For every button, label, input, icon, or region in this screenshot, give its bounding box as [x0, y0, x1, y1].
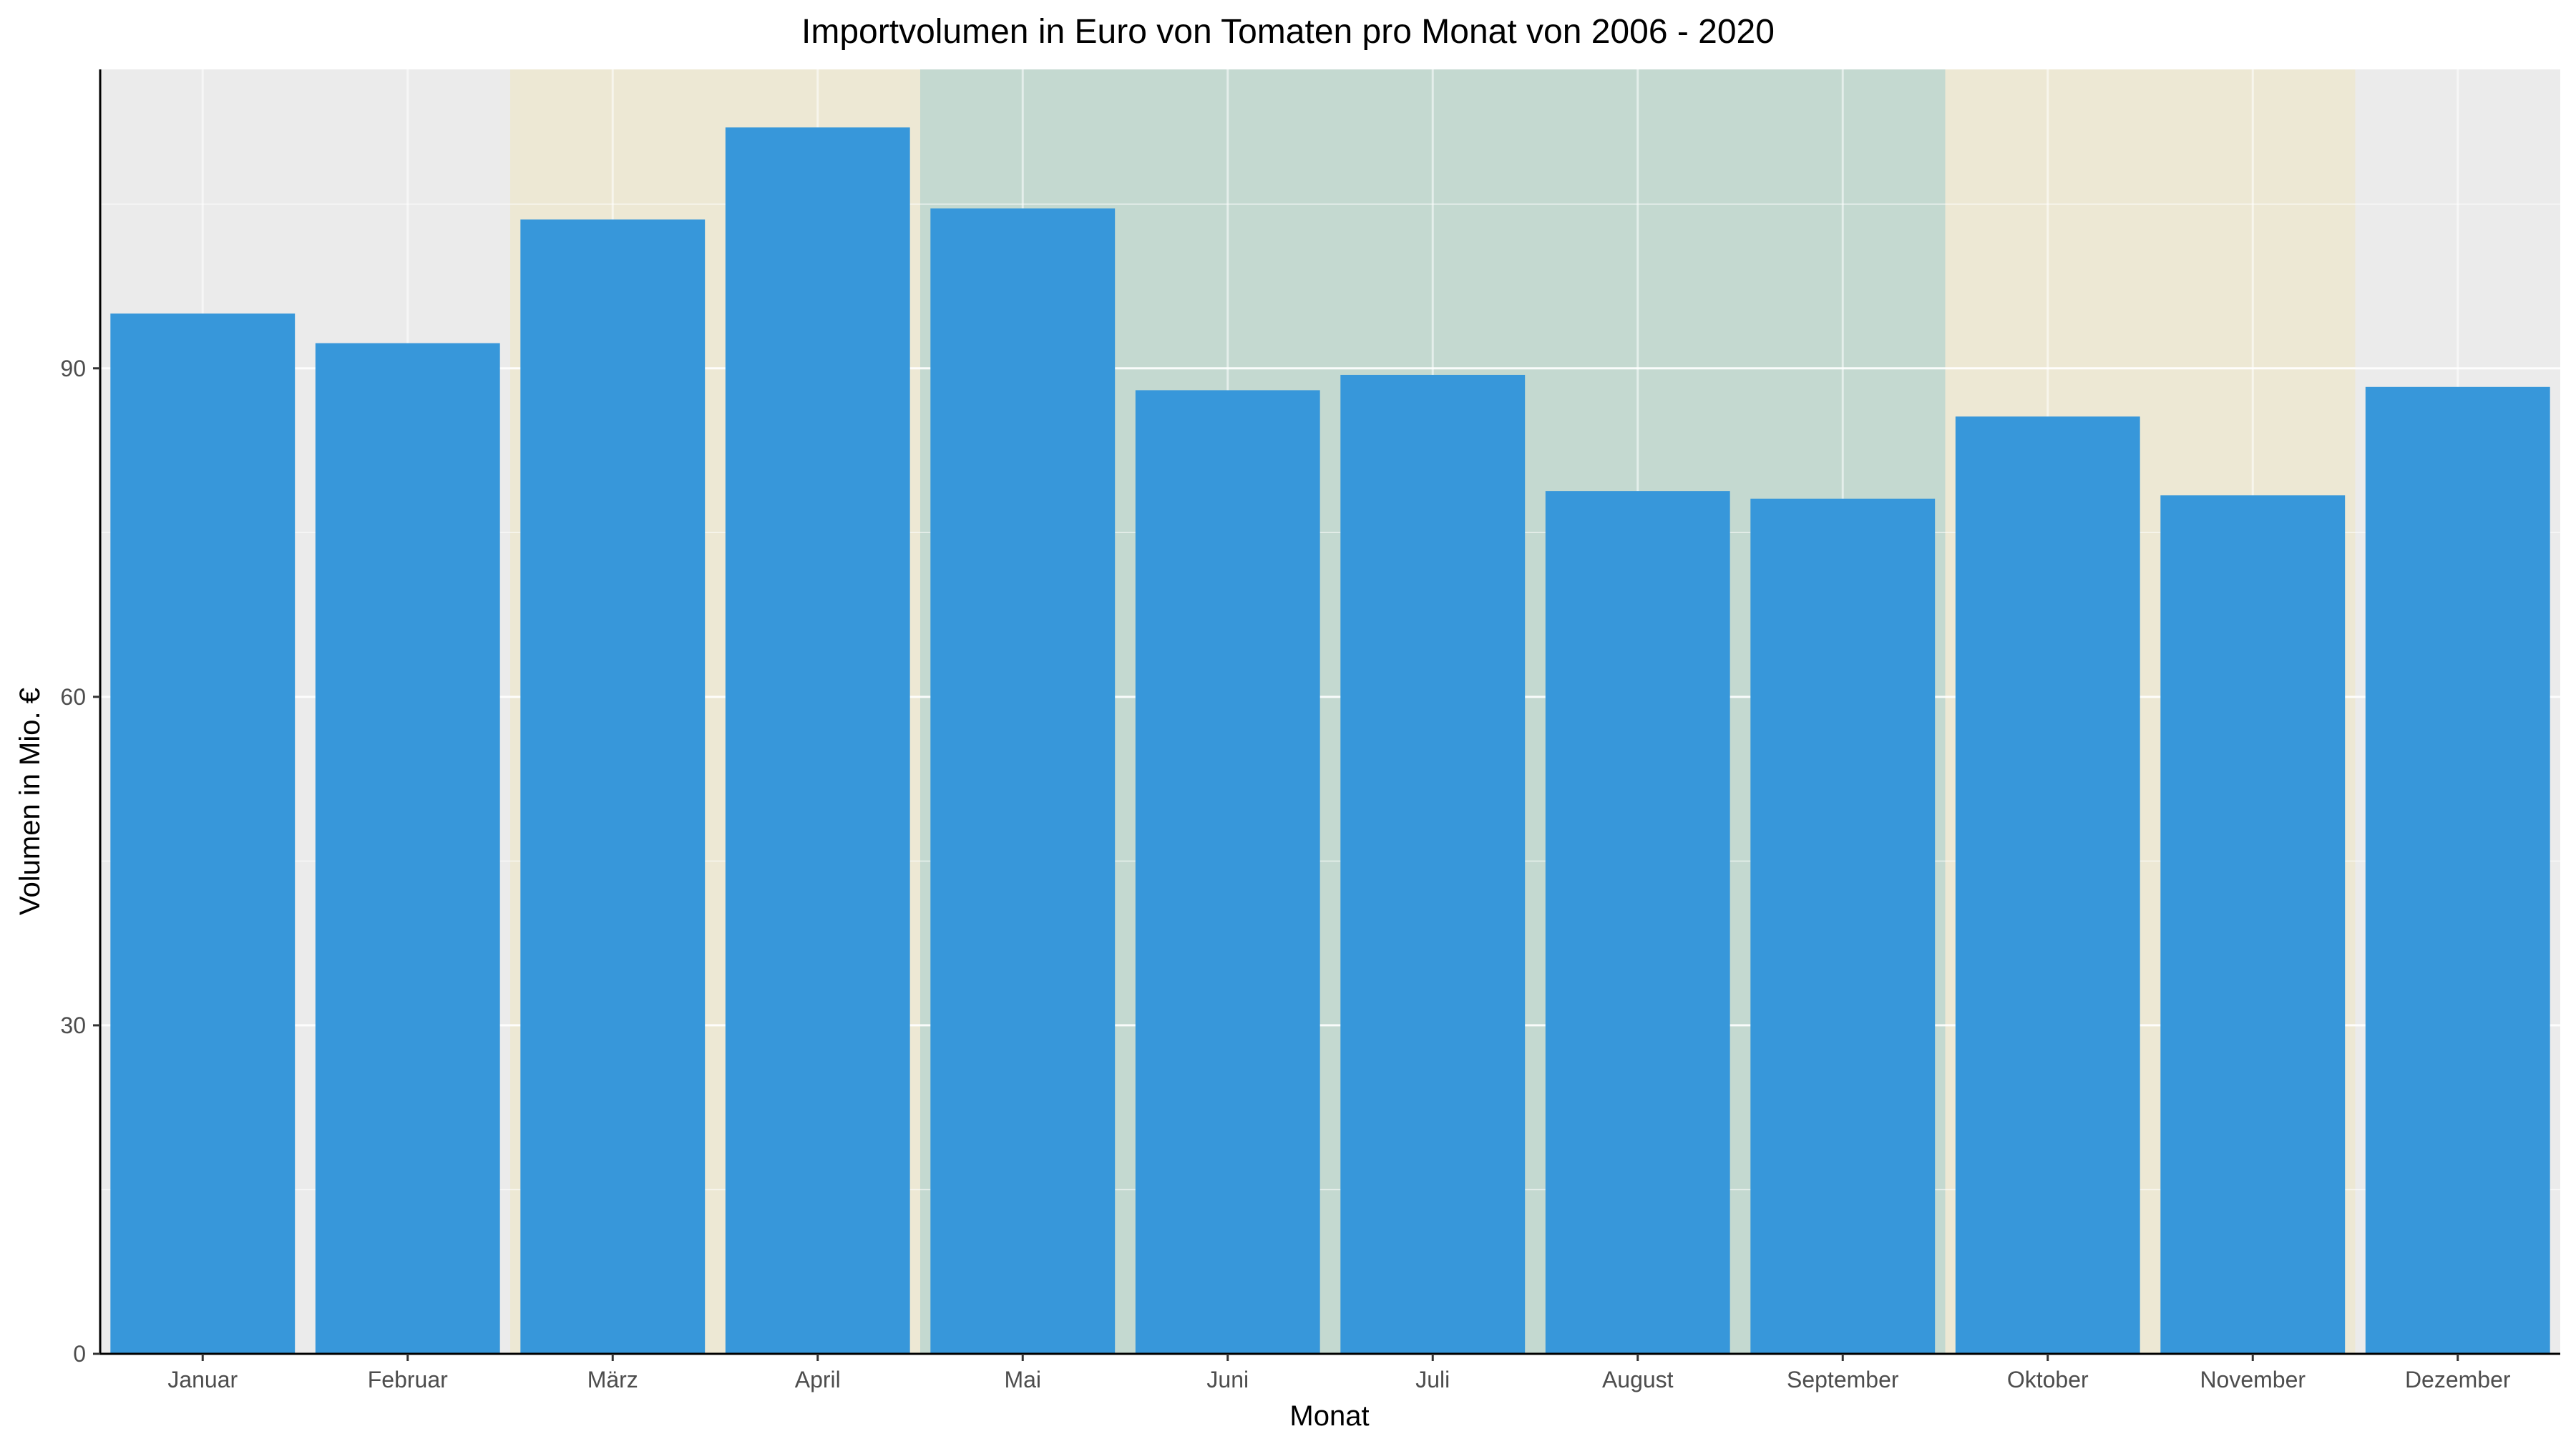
bar-märz — [520, 219, 706, 1354]
x-tick-label: Dezember — [2405, 1367, 2511, 1392]
y-tick-label: 60 — [60, 684, 86, 710]
x-tick-label: Oktober — [2007, 1367, 2089, 1392]
x-tick-label: April — [795, 1367, 841, 1392]
x-tick-label: September — [1787, 1367, 1899, 1392]
x-tick-label: Juni — [1206, 1367, 1249, 1392]
y-axis-title: Volumen in Mio. € — [14, 688, 46, 915]
y-tick-label: 90 — [60, 356, 86, 381]
plot-panel — [100, 69, 2560, 1355]
chart-title: Importvolumen in Euro von Tomaten pro Mo… — [801, 13, 1775, 51]
bar-juni — [1135, 390, 1320, 1354]
bar-april — [725, 127, 910, 1354]
x-tick-label: Juli — [1415, 1367, 1450, 1392]
bar-august — [1545, 491, 1730, 1354]
bar-september — [1750, 498, 1936, 1355]
axes: 0 30 60 90 Januar Februar März April Mai Juni Jul… — [60, 69, 2560, 1392]
bar-dezember — [2365, 386, 2550, 1354]
bar-oktober — [1955, 416, 2140, 1354]
y-tick-label: 30 — [60, 1013, 86, 1038]
y-axis-ticks: 0 30 60 90 — [60, 356, 100, 1367]
bars — [110, 127, 2550, 1355]
bar-mai — [930, 208, 1116, 1355]
y-tick-label: 0 — [73, 1341, 86, 1367]
bar-november — [2160, 495, 2346, 1354]
x-tick-label: Mai — [1004, 1367, 1041, 1392]
x-axis-title: Monat — [1289, 1400, 1369, 1432]
bar-januar — [110, 313, 296, 1355]
x-tick-label: August — [1602, 1367, 1674, 1392]
x-axis-ticks: Januar Februar März April Mai Juni Juli August S… — [167, 1354, 2511, 1392]
x-tick-label: Januar — [167, 1367, 238, 1392]
x-tick-label: Februar — [368, 1367, 448, 1392]
bar-februar — [315, 343, 500, 1355]
bar-juli — [1340, 374, 1526, 1354]
x-tick-label: März — [587, 1367, 638, 1392]
x-tick-label: November — [2200, 1367, 2306, 1392]
